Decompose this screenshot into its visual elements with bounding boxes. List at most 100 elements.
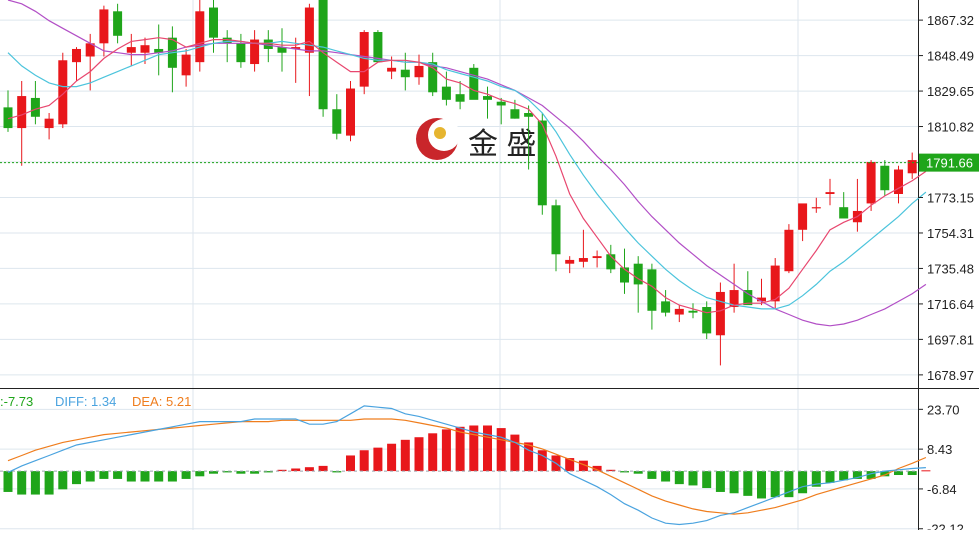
candle-body [277,47,287,53]
macd-tick-label: -6.84 [927,482,957,497]
candle-body [661,301,671,313]
candle-body [359,32,369,87]
candle [811,197,821,213]
candle [441,71,451,106]
candle-body [537,120,547,206]
macd-histogram-bar [400,439,410,472]
candle-body [715,291,725,336]
macd-histogram-bar [633,471,643,474]
macd-histogram-bar [154,471,164,482]
dea-line [7,418,927,515]
candle-body [894,169,903,194]
moving-averages [7,0,927,327]
candle [359,30,369,95]
macd-histogram-bar [332,471,342,473]
macd-histogram-bar [592,465,602,472]
macd-histogram-bar [359,450,369,472]
candle [113,3,123,44]
macd-histogram-bar [702,471,712,489]
candle-body [592,256,602,259]
macd-histogram-bar [291,468,301,472]
macd-histogram-bar [263,471,273,473]
macd-histogram-bar [209,471,218,474]
current-price-label: 1791.66 [926,156,973,171]
macd-histogram-bar [318,465,328,472]
candle-body [318,0,328,110]
candle [58,52,68,129]
candle [825,178,835,206]
candles [3,0,931,366]
candle-body [85,43,95,57]
candle-body [647,269,657,311]
candle [510,99,520,119]
macd-histogram-bar [195,471,205,477]
candle-body [250,39,260,65]
macd-histogram-bar [825,471,835,483]
candle [483,86,492,119]
candle-body [633,263,643,285]
candle-body [154,48,164,53]
candle-body [195,11,205,63]
macd-histogram-bar [524,442,534,472]
candle-body [524,113,534,117]
candle-body [181,54,191,76]
candle [715,282,725,366]
candle-body [565,259,575,264]
candle [565,256,575,274]
candle [537,113,547,215]
macd-histogram-bar [441,429,451,472]
macd-histogram-bar [250,471,260,474]
candle [578,229,588,268]
candle-body [346,88,355,136]
candle [44,113,54,140]
macd-histogram-bar [222,471,232,473]
macd-histogram-bar [688,471,698,486]
candle-body [880,165,890,191]
candle-body [620,267,629,283]
macd-histogram-bar [537,450,547,472]
candle-body [483,96,492,100]
macd-histogram-bar [674,471,684,485]
macd-histogram-bar [30,471,40,495]
candle [852,178,862,232]
dea-label: DEA: [132,394,162,409]
candle-body [387,67,397,72]
candle [620,248,629,294]
candle-body [729,290,739,308]
ma-slow-line [7,0,927,327]
macd-histogram-bar [126,471,136,482]
candle-body [839,207,849,219]
candle [277,28,287,72]
candle-body [3,107,13,129]
macd-histogram-bar [44,471,54,495]
candle-body [907,160,917,174]
macd-histogram-bar [565,458,575,472]
candle-body [263,39,273,49]
macd-histogram-bar [866,471,876,479]
current-price-line: 1791.66 [0,153,979,172]
candle-body [825,192,835,194]
candle [743,271,753,306]
candle [784,224,794,274]
candle-body [373,32,383,63]
candle [373,30,383,63]
candle [894,165,903,204]
candle-body [510,109,520,119]
candle [236,33,246,68]
macd-histogram-bar [428,433,438,472]
candle [154,24,164,76]
macd-histogram-bar [414,437,424,472]
candle-body [17,96,27,129]
candle [30,80,40,125]
price-tick-label: 1810.82 [927,120,974,135]
candle-body [30,97,40,117]
macd-histogram-bar [483,425,492,472]
candle [400,52,410,91]
candle [647,263,657,330]
macd-histogram-bar [743,471,753,496]
price-tick-label: 1697.81 [927,332,974,347]
watermark-text: 金 盛 [468,128,536,161]
candle [592,250,602,268]
